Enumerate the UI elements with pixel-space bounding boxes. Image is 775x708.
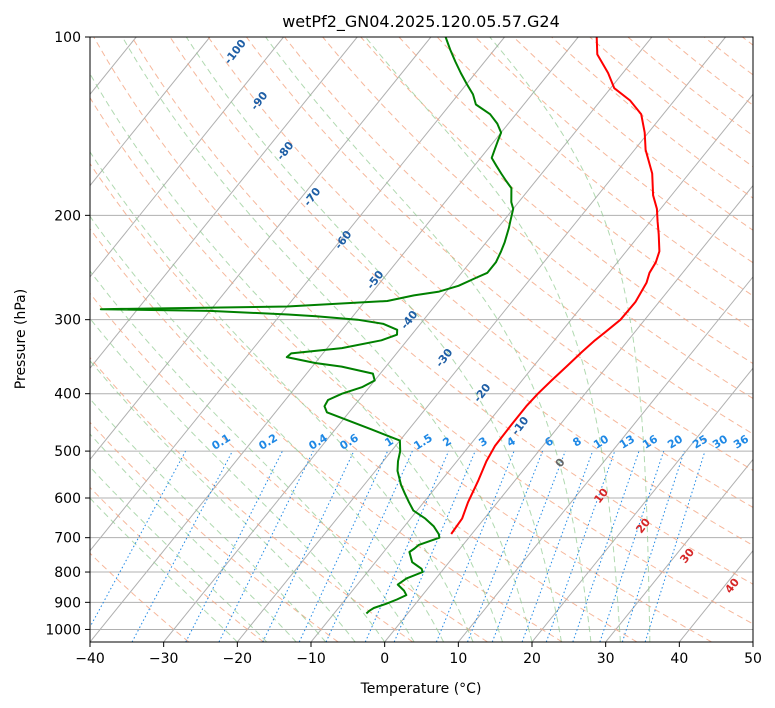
x-tick-label: 20 [523, 651, 541, 667]
moist-adiabat-line [90, 466, 268, 642]
isobar-grid [90, 37, 753, 630]
x-tick-label: −30 [149, 651, 179, 667]
mixing-ratio-line [298, 450, 389, 642]
moist-adiabat-line [185, 37, 562, 642]
y-tick-label: 200 [54, 208, 81, 224]
dry-adiabat-line [90, 292, 488, 642]
moist-adiabat-line [90, 215, 445, 642]
mixing-ratio-line [621, 450, 685, 642]
x-tick-label: 10 [449, 651, 467, 667]
isotherm-line [531, 367, 753, 642]
y-axis-label: Pressure (hPa) [13, 289, 29, 389]
isotherm-line [90, 37, 505, 552]
x-tick-label: −10 [296, 651, 326, 667]
moist-adiabat-line [90, 359, 356, 642]
moist-adiabat-line [90, 151, 474, 642]
mixing-ratio-lines [90, 450, 706, 642]
y-tick-label: 600 [54, 491, 81, 507]
y-tick-label: 1000 [45, 622, 81, 638]
isotherm-line [163, 37, 653, 642]
mixing-ratio-line [364, 450, 450, 642]
dry-adiabat-line [207, 37, 753, 508]
mixing-ratio-line [262, 450, 355, 642]
dry-adiabat-line [436, 37, 753, 297]
mixing-ratio-line [644, 450, 706, 642]
mixing-ratio-line [393, 450, 476, 642]
dry-adiabat-line [169, 37, 753, 546]
dry-adiabat-line [90, 228, 563, 642]
temperature-line [450, 37, 661, 535]
dry-adiabat-line [93, 37, 753, 625]
moist-adiabat-line [90, 270, 415, 642]
moist-adiabat-line [90, 433, 297, 642]
dry-adiabat-line [398, 37, 753, 330]
y-tick-label: 300 [54, 313, 81, 329]
moist-adiabat-line [90, 497, 238, 642]
y-tick-label: 500 [54, 444, 81, 460]
moist-adiabat-line [90, 72, 503, 642]
dewpoint-line [99, 37, 515, 615]
mixing-ratio-line [218, 450, 314, 642]
mixing-ratio-line [90, 450, 187, 628]
mixing-ratio-line [599, 450, 665, 642]
dry-adiabat-line [90, 162, 638, 642]
moist-adiabat-line [90, 317, 386, 642]
y-tick-label: 700 [54, 531, 81, 547]
sounding-series [99, 37, 661, 615]
plot-frame [89, 36, 754, 643]
mixing-ratio-line [572, 450, 640, 642]
dry-adiabats [90, 37, 753, 642]
y-axis: 1000 900 800 700 600 500 400 300 200 100 [45, 30, 90, 638]
isotherm-line [457, 276, 753, 642]
x-tick-label: 30 [597, 651, 615, 667]
isotherm-line [384, 184, 753, 642]
chart-title: wetPf2_GN04.2025.120.05.57.G24 [282, 12, 560, 32]
x-tick-label: 40 [670, 651, 688, 667]
moist-adiabat-line [365, 37, 621, 642]
isotherm-line [90, 37, 284, 278]
isotherm-line [90, 37, 358, 369]
mixing-ratio-line [325, 450, 413, 642]
isotherm-line [605, 458, 753, 642]
dry-adiabat-line [246, 37, 753, 471]
dry-adiabat-line [90, 96, 712, 642]
isotherm-line [90, 37, 579, 642]
y-tick-label: 800 [54, 565, 81, 581]
isotherm-line [90, 37, 432, 461]
x-tick-label: 50 [744, 651, 762, 667]
y-tick-label: 900 [54, 595, 81, 611]
x-tick-label: −40 [75, 651, 105, 667]
x-axis-label: Temperature (°C) [360, 681, 482, 697]
dry-adiabat-line [360, 37, 753, 365]
x-tick-label: 0 [380, 651, 389, 667]
x-axis: −40 −30 −20 −10 0 10 20 30 40 50 [75, 642, 762, 667]
y-tick-label: 400 [54, 387, 81, 403]
isotherm-grid [90, 37, 753, 642]
moist-adiabat-line [489, 37, 651, 642]
isotherm-line [90, 37, 211, 187]
dry-adiabat-line [131, 37, 753, 585]
mixing-ratio-line [545, 450, 616, 642]
dry-adiabat-line [90, 552, 190, 642]
dry-adiabat-line [90, 421, 339, 642]
dry-adiabat-line [90, 356, 414, 642]
x-tick-label: −20 [223, 651, 253, 667]
y-tick-label: 100 [54, 30, 81, 46]
